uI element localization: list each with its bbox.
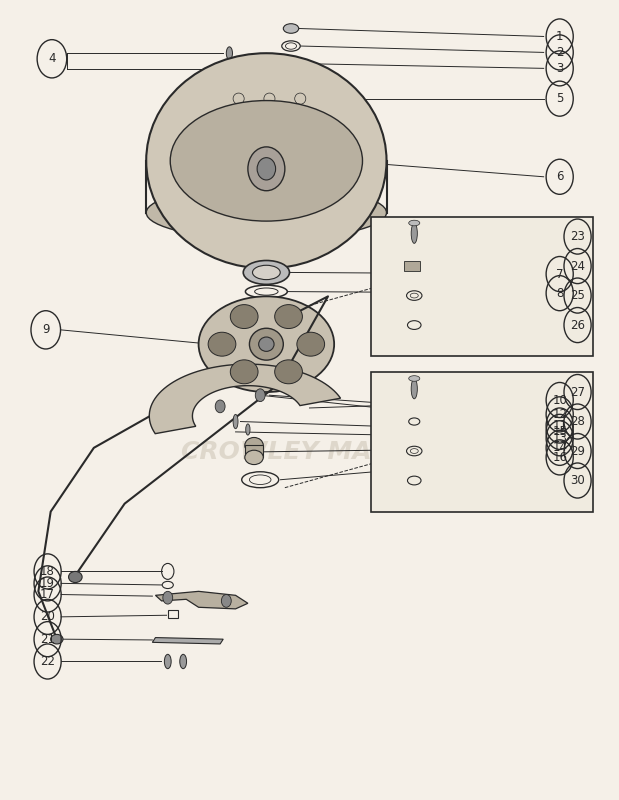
Circle shape [215,400,225,413]
Ellipse shape [51,634,63,644]
Text: 17: 17 [40,588,55,601]
Ellipse shape [284,24,299,34]
Text: 10: 10 [552,394,567,406]
Text: 19: 19 [40,577,55,590]
Text: 9: 9 [42,323,50,336]
Ellipse shape [230,305,258,329]
Bar [404,262,420,271]
Ellipse shape [69,571,82,582]
Ellipse shape [227,62,233,75]
Ellipse shape [409,376,420,382]
Ellipse shape [230,360,258,384]
Text: 15: 15 [552,426,567,438]
Text: 12: 12 [552,408,567,421]
Ellipse shape [146,54,386,269]
Ellipse shape [246,424,250,435]
Ellipse shape [165,654,171,669]
Ellipse shape [208,332,236,356]
Ellipse shape [411,223,417,243]
Ellipse shape [227,47,233,59]
Text: 11: 11 [552,419,567,432]
Text: 29: 29 [570,445,585,458]
Text: 28: 28 [570,415,585,428]
Text: 30: 30 [570,474,585,487]
Ellipse shape [292,90,308,106]
Text: 22: 22 [40,655,55,668]
Ellipse shape [259,337,274,351]
Text: 25: 25 [570,289,585,302]
Ellipse shape [180,654,186,669]
Text: 24: 24 [570,259,585,273]
Text: 18: 18 [40,565,55,578]
Ellipse shape [170,101,363,221]
Text: 13: 13 [552,432,567,445]
Bar [168,610,178,618]
Ellipse shape [411,379,417,399]
Text: 21: 21 [40,633,55,646]
Ellipse shape [245,438,263,454]
FancyBboxPatch shape [371,372,593,512]
Ellipse shape [231,90,246,106]
Circle shape [163,591,173,604]
Ellipse shape [199,296,334,392]
Ellipse shape [248,147,285,190]
Ellipse shape [245,450,263,465]
Text: 8: 8 [556,286,563,300]
Bar [245,445,263,458]
Ellipse shape [243,261,290,285]
Ellipse shape [257,158,275,180]
Ellipse shape [261,90,277,106]
Polygon shape [155,591,248,609]
Text: 5: 5 [556,92,563,105]
Text: 26: 26 [570,318,585,331]
Polygon shape [149,364,340,434]
Text: 7: 7 [556,267,563,281]
Text: 27: 27 [570,386,585,398]
Polygon shape [152,638,223,644]
Ellipse shape [275,360,303,384]
Ellipse shape [233,414,238,429]
Text: 1: 1 [556,30,563,43]
Text: 3: 3 [556,62,563,75]
Ellipse shape [297,332,324,356]
Text: 6: 6 [556,170,563,183]
Circle shape [222,594,232,607]
Text: 20: 20 [40,610,55,623]
Circle shape [255,389,265,402]
Text: 4: 4 [48,52,56,66]
Ellipse shape [275,305,303,329]
Text: CROWLEY MARINE: CROWLEY MARINE [181,440,438,464]
Text: 16: 16 [552,451,567,464]
Ellipse shape [409,220,420,226]
Text: 14: 14 [552,442,567,454]
Ellipse shape [146,186,386,239]
FancyBboxPatch shape [371,217,593,356]
Ellipse shape [253,266,280,280]
Text: 23: 23 [570,230,585,243]
Ellipse shape [249,328,284,360]
Text: 2: 2 [556,46,563,59]
